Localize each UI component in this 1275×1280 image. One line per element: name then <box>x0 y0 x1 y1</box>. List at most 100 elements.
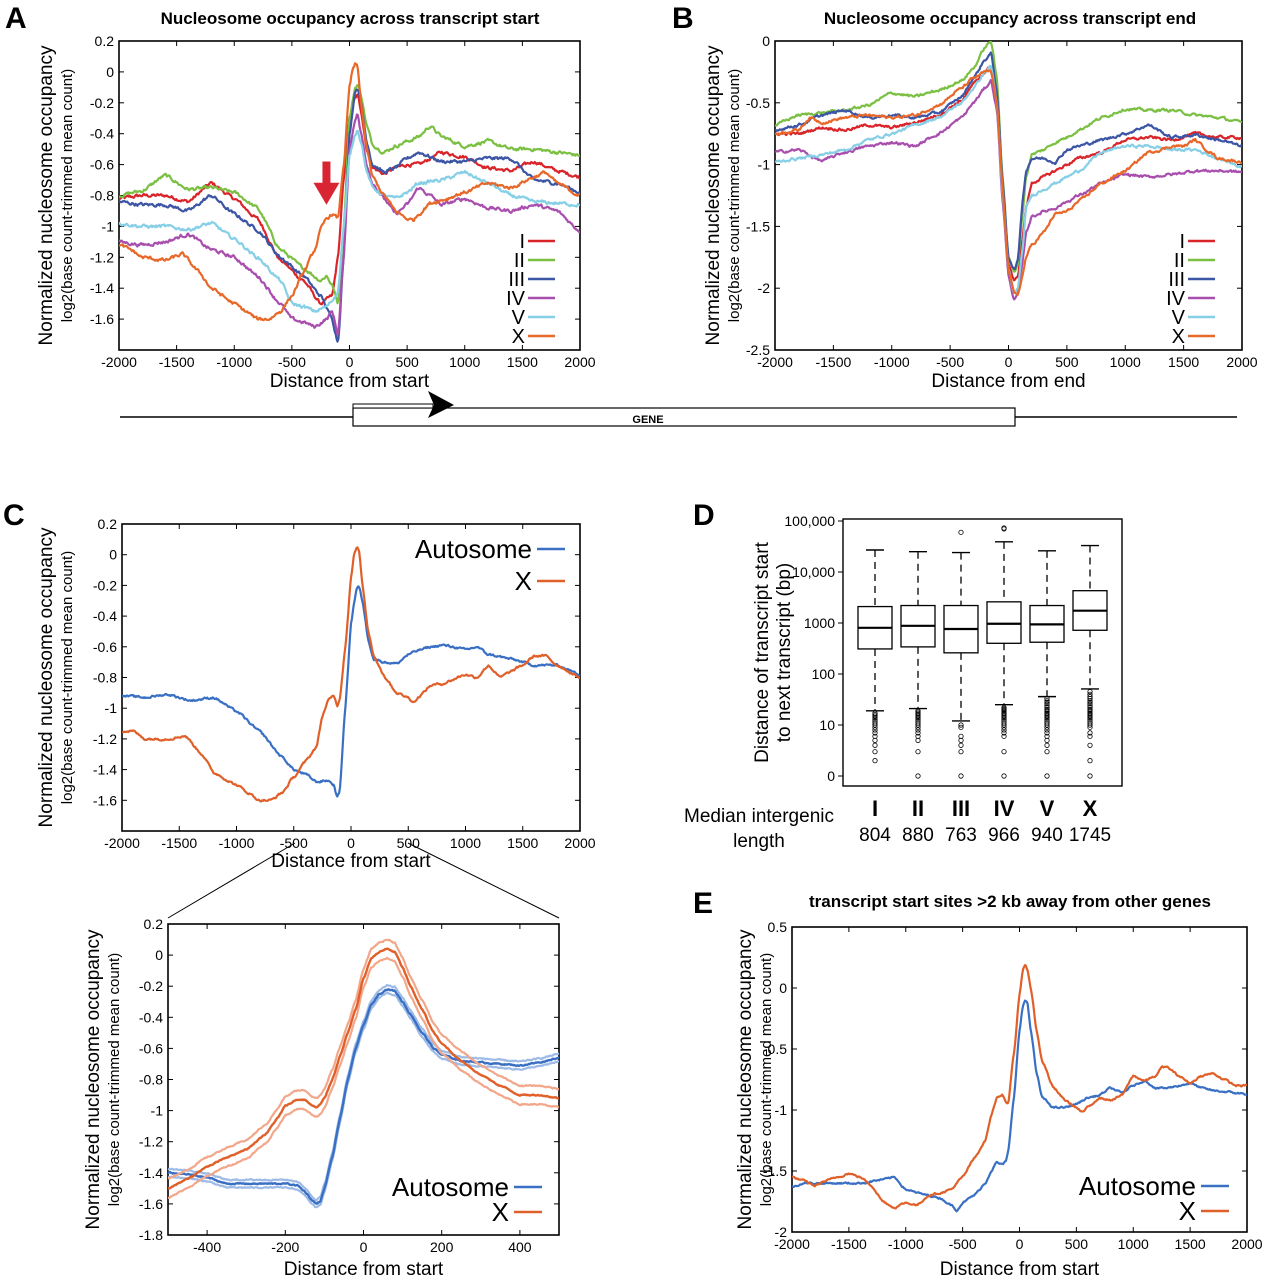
x-tick-label: 0 <box>346 354 354 370</box>
panel-letter-a: A <box>5 2 27 35</box>
legend-label: I <box>1179 231 1185 253</box>
x-tick-label: 2000 <box>564 354 595 370</box>
legend-label: Autosome <box>1079 1171 1196 1201</box>
legend-label: X <box>1172 326 1185 348</box>
outlier-point <box>915 718 921 724</box>
median-value-label: 966 <box>988 825 1020 846</box>
x-tick-label: -400 <box>193 1239 221 1255</box>
y-tick-label: -1.6 <box>90 311 114 327</box>
x-tick-label: 0 <box>360 1239 368 1255</box>
y-axis-sublabel: log2(base count-trimmed mean count) <box>59 551 76 804</box>
y-tick-label: -1.4 <box>93 762 117 778</box>
series-line-autosome <box>168 988 559 1205</box>
series-group <box>122 546 580 803</box>
outlier-point <box>1001 718 1007 724</box>
y-tick-label: -1.4 <box>139 1165 163 1181</box>
y-axis-label: Normalized nucleosome occupancy <box>36 527 57 827</box>
y-tick-label: -2 <box>758 280 771 296</box>
y-tick-label: -1 <box>775 1102 788 1118</box>
outlier-point <box>1087 742 1093 748</box>
x-tick-label: 1500 <box>507 835 538 851</box>
y-axis-sublabel: log2(base count-trimmed mean count) <box>726 69 743 322</box>
y-axis-label: Normalized nucleosome occupancy <box>36 45 57 345</box>
y-tick-label: -0.4 <box>139 1009 163 1025</box>
outlier-point <box>958 722 964 728</box>
row-label-line2: length <box>733 831 785 852</box>
outlier-point <box>1044 701 1050 707</box>
x-tick-label: 0 <box>1016 1236 1024 1252</box>
series-group <box>119 62 580 343</box>
x-tick-label: -1500 <box>161 835 197 851</box>
y-tick-label: -0.6 <box>93 639 117 655</box>
series-group <box>775 41 1242 301</box>
y-tick-label: -0.6 <box>139 1040 163 1056</box>
median-value-label: 940 <box>1031 825 1063 846</box>
x-axis-label: Distance from start <box>270 371 430 392</box>
x-tick-label: 500 <box>1055 354 1079 370</box>
outlier-point <box>872 710 878 716</box>
x-tick-label: -500 <box>936 354 964 370</box>
zoom-connector-right <box>407 842 560 919</box>
x-tick-label: 1500 <box>1175 1236 1206 1252</box>
legend-label: III <box>508 269 525 291</box>
panel-letter-b: B <box>672 2 694 35</box>
series-ci-lower-x <box>168 956 559 1200</box>
outlier-point <box>1001 730 1007 736</box>
category-label: III <box>952 796 970 821</box>
y-tick-label: -1.6 <box>139 1196 163 1212</box>
x-tick-label: -2000 <box>774 1236 810 1252</box>
outlier-point <box>1044 703 1050 709</box>
outlier-point <box>1087 758 1093 764</box>
x-tick-label: 500 <box>395 354 419 370</box>
outlier-point <box>958 773 964 779</box>
y-tick-label: 10 <box>819 717 835 733</box>
outlier-point <box>915 733 921 739</box>
box-iii <box>943 529 979 779</box>
outlier-point <box>1044 727 1050 733</box>
y-tick-label: -1.4 <box>90 280 114 296</box>
outlier-point <box>872 758 878 764</box>
gene-diagram: GENE <box>120 391 1237 427</box>
y-axis-label: Normalized nucleosome occupancy <box>703 45 724 345</box>
chart-panel-c: -2000 -1500 -1000 -500 0 500 1000 1500 2000 0.2 0 -… <box>36 516 596 872</box>
outlier-point <box>915 727 921 733</box>
y-tick-label: 0 <box>106 64 114 80</box>
y-tick-label: 100,000 <box>784 513 835 529</box>
series-line-x <box>792 964 1247 1210</box>
y-tick-label: -0.2 <box>139 978 163 994</box>
outlier-point <box>872 749 878 755</box>
x-tick-label: -1500 <box>831 1236 867 1252</box>
x-tick-label: -1500 <box>159 354 195 370</box>
outlier-point <box>915 708 921 714</box>
legend-label: Autosome <box>415 534 532 564</box>
series-line-x <box>119 62 580 322</box>
x-tick-label: 400 <box>508 1239 532 1255</box>
outlier-point <box>1087 703 1093 709</box>
category-label: X <box>1083 796 1098 821</box>
y-tick-label: 0.2 <box>144 916 164 932</box>
y-tick-label: 0 <box>109 547 117 563</box>
y-tick-label: -0.4 <box>93 608 117 624</box>
outlier-point <box>958 742 964 748</box>
outlier-point <box>958 529 964 535</box>
y-tick-label: -1 <box>151 1103 164 1119</box>
legend-label: X <box>512 326 525 348</box>
outlier-point <box>872 733 878 739</box>
outlier-point <box>872 727 878 733</box>
panel-letter-c: C <box>3 499 25 532</box>
x-tick-label: -500 <box>278 354 306 370</box>
panel-b-title: Nucleosome occupancy across transcript e… <box>824 9 1196 28</box>
y-tick-label: -1 <box>105 700 118 716</box>
outlier-point <box>1087 701 1093 707</box>
y-tick-label: -0.5 <box>746 95 770 111</box>
box-i <box>857 549 893 764</box>
series-line-autosome <box>122 585 580 798</box>
legend-label: X <box>515 566 532 596</box>
x-axis-label: Distance from start <box>284 1259 444 1280</box>
x-tick-label: 1500 <box>1168 354 1199 370</box>
gene-label: GENE <box>632 414 663 426</box>
outlier-point <box>1001 720 1007 726</box>
